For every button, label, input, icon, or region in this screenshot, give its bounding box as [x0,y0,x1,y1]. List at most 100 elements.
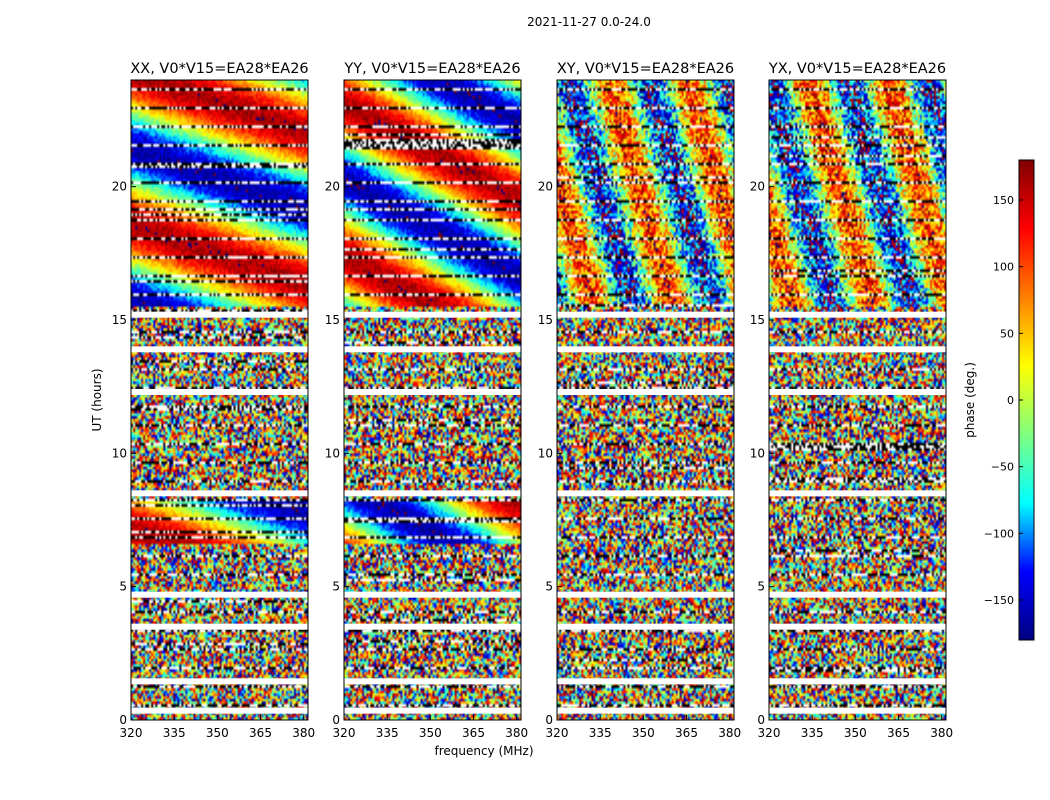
y-tick-label: 15 [112,313,127,327]
colorbar-label: phase (deg.) [963,362,977,438]
colorbar-ticks: 150 100 50 0 −50 −100 −150 [984,194,1023,607]
y-tick-label: 0 [757,713,765,727]
y-axis-label: UT (hours) [90,368,104,431]
gap-band [131,623,308,630]
gap-band [769,311,946,318]
gap-band [131,591,308,598]
x-tick-label: 380 [505,726,528,740]
gap-band [131,707,308,714]
gap-band [557,490,734,497]
x-tick-label: 320 [758,726,781,740]
y-tick-label: 0 [545,713,553,727]
gap-band [769,678,946,685]
y-tick-label: 0 [332,713,340,727]
gap-band [131,678,308,685]
y-tick-label: 15 [325,313,340,327]
heatmap-image-4 [769,80,946,720]
gap-band [769,346,946,353]
gap-band [769,623,946,630]
x-tick-label: 350 [632,726,655,740]
x-tick-label: 335 [801,726,824,740]
axes-frame [343,79,522,721]
panel-title: YY, V0*V15=EA28*EA26 [343,61,520,77]
gap-band [769,707,946,714]
x-tick-label: 350 [419,726,442,740]
gap-band [131,346,308,353]
gap-band [344,707,521,714]
x-axis-label: frequency (MHz) [434,744,533,758]
y-tick-label: 5 [332,580,340,594]
panels: XX, V0*V15=EA28*EA26 320 335 350 365 380 0 5 10 1… [112,61,953,740]
gap-band [557,678,734,685]
gap-band [344,346,521,353]
y-tick-label: 10 [325,446,340,460]
x-tick-label: 365 [675,726,698,740]
gap-band [344,311,521,318]
y-tick-label: 10 [750,446,765,460]
x-tick-label: 320 [546,726,569,740]
colorbar-tick-label: −100 [984,527,1014,540]
x-tick-label: 365 [887,726,910,740]
x-tick-label: 380 [292,726,315,740]
panel-title: XY, V0*V15=EA28*EA26 [557,61,734,77]
gap-band [344,490,521,497]
panel-1: XX, V0*V15=EA28*EA26 320 335 350 365 380 0 5 10 1… [112,61,315,740]
panel-3: XY, V0*V15=EA28*EA26 320 335 350 365 380 0 5 10 1… [538,61,741,740]
x-tick-label: 320 [120,726,143,740]
colorbar-tick-label: 0 [1007,394,1014,407]
gap-band [344,389,521,395]
y-tick-label: 5 [757,580,765,594]
gap-band [131,490,308,497]
x-tick-label: 335 [163,726,186,740]
x-tick-label: 380 [930,726,953,740]
y-tick-label: 15 [538,313,553,327]
gap-band [557,346,734,353]
x-tick-label: 380 [718,726,741,740]
y-tick-label: 20 [112,180,127,194]
figure-suptitle: 2021-11-27 0.0-24.0 [527,15,651,29]
gap-band [344,591,521,598]
y-tick-label: 20 [750,180,765,194]
colorbar-tick-label: −50 [991,461,1014,474]
gap-band [344,678,521,685]
gap-band [131,389,308,395]
x-tick-label: 350 [206,726,229,740]
y-tick-label: 10 [112,446,127,460]
x-tick-label: 320 [333,726,356,740]
colorbar-tick-label: 50 [1000,327,1014,340]
x-tick-label: 350 [844,726,867,740]
gap-band [769,389,946,395]
axes-frame [130,79,309,721]
colorbar-tick-label: −150 [984,594,1014,607]
y-tick-label: 15 [750,313,765,327]
panel-title: XX, V0*V15=EA28*EA26 [130,61,308,77]
gap-band [557,623,734,630]
panel-title: YX, V0*V15=EA28*EA26 [768,61,946,77]
axes-frame [768,79,947,721]
gap-band [557,311,734,318]
y-tick-label: 5 [545,580,553,594]
gap-band [557,389,734,395]
x-tick-label: 335 [589,726,612,740]
gap-band [769,490,946,497]
gap-band [344,623,521,630]
x-tick-label: 365 [249,726,272,740]
y-tick-label: 20 [538,180,553,194]
gap-band [557,707,734,714]
y-tick-label: 10 [538,446,553,460]
gap-band [131,311,308,318]
x-tick-label: 365 [462,726,485,740]
heatmap-image-2 [344,80,521,720]
x-tick-label: 335 [376,726,399,740]
panel-2: YY, V0*V15=EA28*EA26 320 335 350 365 380 0 5 10 1… [325,61,528,740]
colorbar-tick-label: 150 [993,194,1014,207]
y-tick-label: 20 [325,180,340,194]
y-tick-label: 0 [119,713,127,727]
axes-frame [556,79,735,721]
y-tick-label: 5 [119,580,127,594]
gap-band [557,591,734,598]
colorbar-tick-label: 100 [993,261,1014,274]
heatmap-image-3 [557,80,734,720]
heatmap-image-1 [131,80,308,720]
